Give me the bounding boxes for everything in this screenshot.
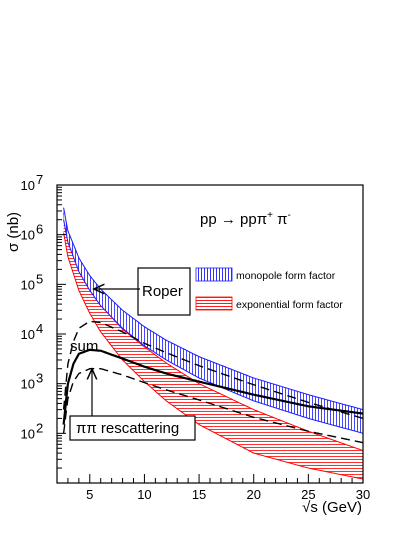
band-monopole xyxy=(63,207,363,434)
roper-label: Roper xyxy=(142,283,183,300)
y-tick-label: 10 xyxy=(21,228,35,243)
sum-label: sum xyxy=(70,338,98,355)
roper-annotation: Roper xyxy=(95,267,191,316)
x-tick-label: 15 xyxy=(192,487,206,502)
legend: monopole form factor exponential form fa… xyxy=(195,267,343,311)
y-tick-exponent: 5 xyxy=(36,271,43,286)
y-tick-label: 10 xyxy=(21,178,35,193)
legend-label-exponential: exponential form factor xyxy=(236,299,343,311)
pipi-box xyxy=(69,415,196,441)
pipi-label: ππ rescattering xyxy=(76,420,179,437)
sum-curve xyxy=(62,348,363,425)
reaction-sup-plus: + xyxy=(267,210,273,221)
reaction-sup-minus: - xyxy=(287,210,290,221)
roper-box xyxy=(137,267,191,316)
band-edge-lower xyxy=(63,232,363,480)
dashed-curve-1 xyxy=(62,320,363,420)
x-tick-label: 25 xyxy=(301,487,315,502)
band-edge-upper xyxy=(63,207,363,411)
pipi-annotation: ππ rescattering xyxy=(69,370,196,441)
legend-swatch-exponential xyxy=(195,296,233,311)
y-tick-label: 10 xyxy=(21,426,35,441)
curves xyxy=(62,320,363,444)
y-tick-label: 10 xyxy=(21,377,35,392)
dashed-curve-2 xyxy=(62,368,363,444)
y-tick-exponent: 2 xyxy=(36,420,43,435)
band-exponential xyxy=(63,213,363,480)
legend-label-monopole: monopole form factor xyxy=(236,270,336,282)
x-tick-label: 5 xyxy=(86,487,93,502)
y-axis-title: σ (nb) xyxy=(5,212,22,252)
x-tick-label: 30 xyxy=(356,487,370,502)
x-axis-title: √s (GeV) xyxy=(302,499,362,516)
y-tick-exponent: 4 xyxy=(36,321,43,336)
reaction-label: pp → ppπ+ π- xyxy=(200,210,291,228)
y-tick-exponent: 7 xyxy=(36,172,43,187)
x-tick-label: 10 xyxy=(137,487,151,502)
y-tick-label: 10 xyxy=(21,327,35,342)
reaction-main: pp → ppπ xyxy=(200,211,267,228)
x-tick-label: 20 xyxy=(246,487,260,502)
legend-swatch-monopole xyxy=(195,267,233,282)
y-tick-exponent: 3 xyxy=(36,371,43,386)
y-tick-label: 10 xyxy=(21,277,35,292)
reaction-mid: π xyxy=(273,211,288,228)
y-tick-exponent: 6 xyxy=(36,222,43,237)
